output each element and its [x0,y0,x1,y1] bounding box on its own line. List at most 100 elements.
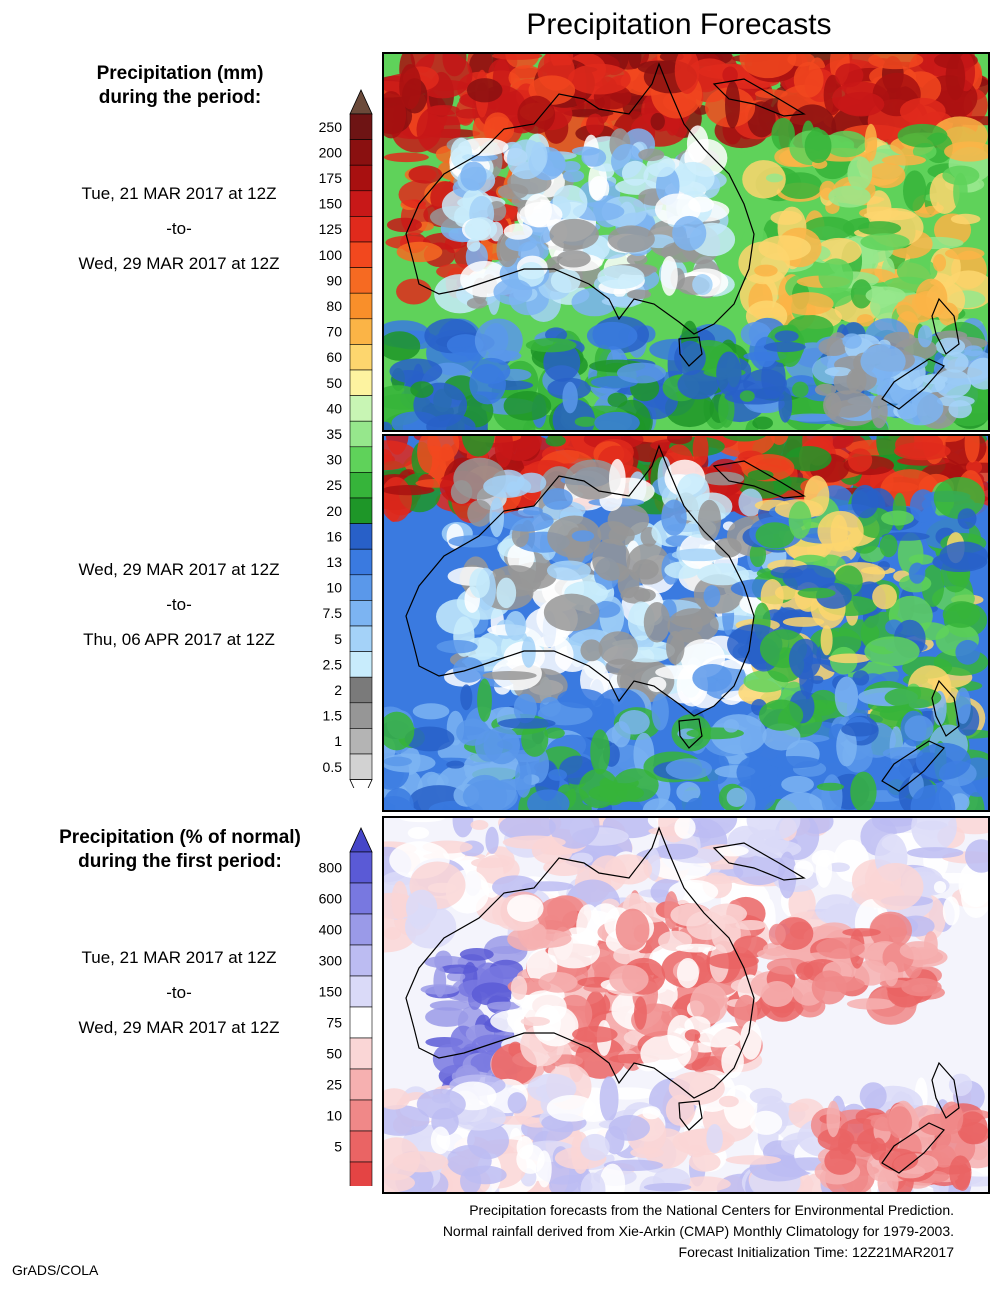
footer-line-1: Precipitation forecasts from the Nationa… [469,1202,954,1218]
map-2-blob [598,631,638,665]
map-1-blob [426,104,460,116]
period-1-dates: Tue, 21 MAR 2017 at 12Z -to- Wed, 29 MAR… [34,176,324,281]
legend-mm-swatch [349,574,373,601]
map-1-blob [752,416,774,430]
map-2-coast-path [405,444,755,717]
map-2-blob [762,723,801,751]
map-3-blob [964,839,988,873]
legend-mm-swatch [349,395,373,422]
colorbar-pct: 800 600 400 300 150 75 50 25 10 5 [319,827,373,1186]
map-3-blob [384,927,401,940]
legend-pct-tick-label: 75 [326,1015,342,1031]
map-3-blob [711,914,741,953]
legend-mm-tick-label: 35 [326,426,342,442]
map-2-blob [774,585,798,600]
map-2-blob [964,436,980,463]
map-2-blob [817,510,864,552]
map-2-blob [820,625,833,656]
map-1-blob [725,80,741,129]
map-1-coast-path [881,358,945,410]
legend-mm-swatch [349,318,373,345]
map-3-blob [823,903,860,929]
map-2-blob [788,638,822,680]
map-1-blob [517,95,556,134]
map-3-blob [879,818,915,827]
map-1-blob [464,217,498,241]
legend-mm-tick-label: 7.5 [323,605,343,621]
map-1-blob [825,390,872,418]
legend-mm-swatch [349,267,373,294]
map-2-blob [921,564,945,607]
legend-pct-swatch [349,913,373,946]
map-1-blob [450,137,473,170]
map-1-blob [964,345,983,357]
map-2-blob [950,793,970,810]
map-3-blob [707,952,759,969]
map-3-blob [580,1172,606,1192]
period-3-start: Tue, 21 MAR 2017 at 12Z [81,948,277,967]
map-2-blob [605,658,637,675]
legend-mm-top-arrow [349,89,373,115]
map-2-blob [384,756,412,767]
map-1-blob [856,314,874,327]
map-3-blob [698,1027,741,1048]
map-3-blob [392,1151,449,1173]
map-2-blob [851,484,879,519]
map-1-coast-path [678,336,703,367]
map-3-blob [868,863,924,911]
map-1-blob [846,368,867,394]
legend-mm-swatch [349,113,373,140]
map-2-blob [597,521,629,544]
map-3-blob [918,1113,957,1136]
map-1-blob [650,112,665,131]
map-1-blob [607,225,655,253]
map-2-blob [436,640,478,654]
map-2-blob [882,747,923,760]
map-3-blob [746,818,801,841]
map-1-coast-path [712,78,806,117]
map-2-blob [785,445,832,472]
map-1-blob [471,357,511,384]
map-2-blob [828,653,871,664]
map-2-blob [939,541,988,570]
map-1-blob [549,218,599,250]
map-1-blob [864,123,878,162]
map-3-blob [907,847,964,859]
map-1-blob [384,91,407,139]
legend-pct-heading-line2: during the first period: [78,851,282,872]
map-2-blob [515,759,532,798]
legend-mm-tick-label: 0.5 [323,759,343,775]
map-2-coast-path [712,460,806,499]
map-1-blob [765,173,784,183]
map-1-blob [550,268,581,293]
map-3-blob [391,880,409,921]
map-3-blob [471,857,510,869]
map-1-blob [871,394,888,429]
legend-pct-tick-label: 400 [319,922,343,938]
map-3-blob [884,961,899,987]
map-1-blob [621,160,649,186]
map-1-blob [787,413,837,422]
map-2-blob [482,670,537,681]
legend-mm-heading-line1: Precipitation (mm) [96,63,264,84]
legend-pct-tick-label: 150 [319,984,343,1000]
map-2-blob [881,510,914,526]
map-3-blob [725,1155,782,1165]
map-1-blob [857,221,902,236]
map-1-blob [739,54,797,79]
map-2-coast-path [931,679,960,737]
map-1-blob [399,63,422,110]
map-2-blob [633,588,656,602]
map-2-blob [580,639,603,662]
legend-pct-swatch [349,1068,373,1101]
map-3-blob [654,843,699,860]
legend-mm-heading: Precipitation (mm) during the period: [60,62,300,110]
credit-label: GrADS/COLA [12,1262,99,1278]
map-2-blob [483,726,521,765]
legend-mm-swatch [349,548,373,576]
map-2-coast-path [881,740,945,792]
legend-mm-swatch [349,651,373,678]
map-2-blob [684,797,708,810]
map-2-blob [665,758,713,780]
legend-pct-tick-label: 5 [334,1139,342,1155]
